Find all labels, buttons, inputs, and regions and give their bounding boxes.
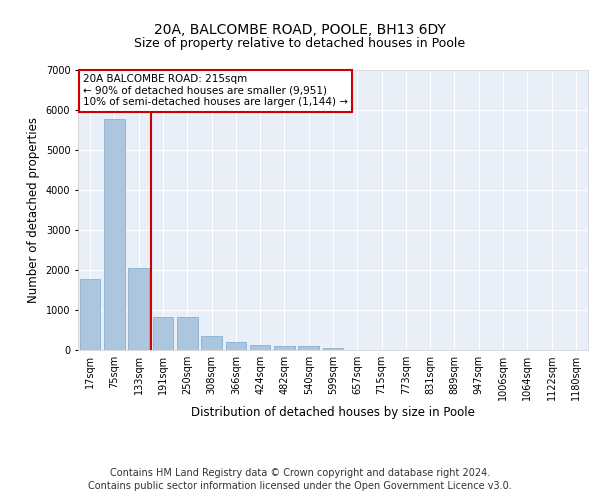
Bar xyxy=(298,346,319,350)
Bar xyxy=(274,346,295,350)
Bar xyxy=(177,317,197,350)
Text: Size of property relative to detached houses in Poole: Size of property relative to detached ho… xyxy=(134,38,466,51)
Y-axis label: Number of detached properties: Number of detached properties xyxy=(27,117,40,303)
Bar xyxy=(128,268,149,350)
X-axis label: Distribution of detached houses by size in Poole: Distribution of detached houses by size … xyxy=(191,406,475,419)
Bar xyxy=(250,345,271,350)
Bar xyxy=(104,119,125,350)
Bar xyxy=(323,348,343,350)
Text: Contains HM Land Registry data © Crown copyright and database right 2024.: Contains HM Land Registry data © Crown c… xyxy=(110,468,490,477)
Bar xyxy=(201,336,222,350)
Bar xyxy=(152,317,173,350)
Bar xyxy=(226,342,246,350)
Text: 20A BALCOMBE ROAD: 215sqm
← 90% of detached houses are smaller (9,951)
10% of se: 20A BALCOMBE ROAD: 215sqm ← 90% of detac… xyxy=(83,74,348,108)
Bar xyxy=(80,279,100,350)
Text: Contains public sector information licensed under the Open Government Licence v3: Contains public sector information licen… xyxy=(88,481,512,491)
Text: 20A, BALCOMBE ROAD, POOLE, BH13 6DY: 20A, BALCOMBE ROAD, POOLE, BH13 6DY xyxy=(154,22,446,36)
